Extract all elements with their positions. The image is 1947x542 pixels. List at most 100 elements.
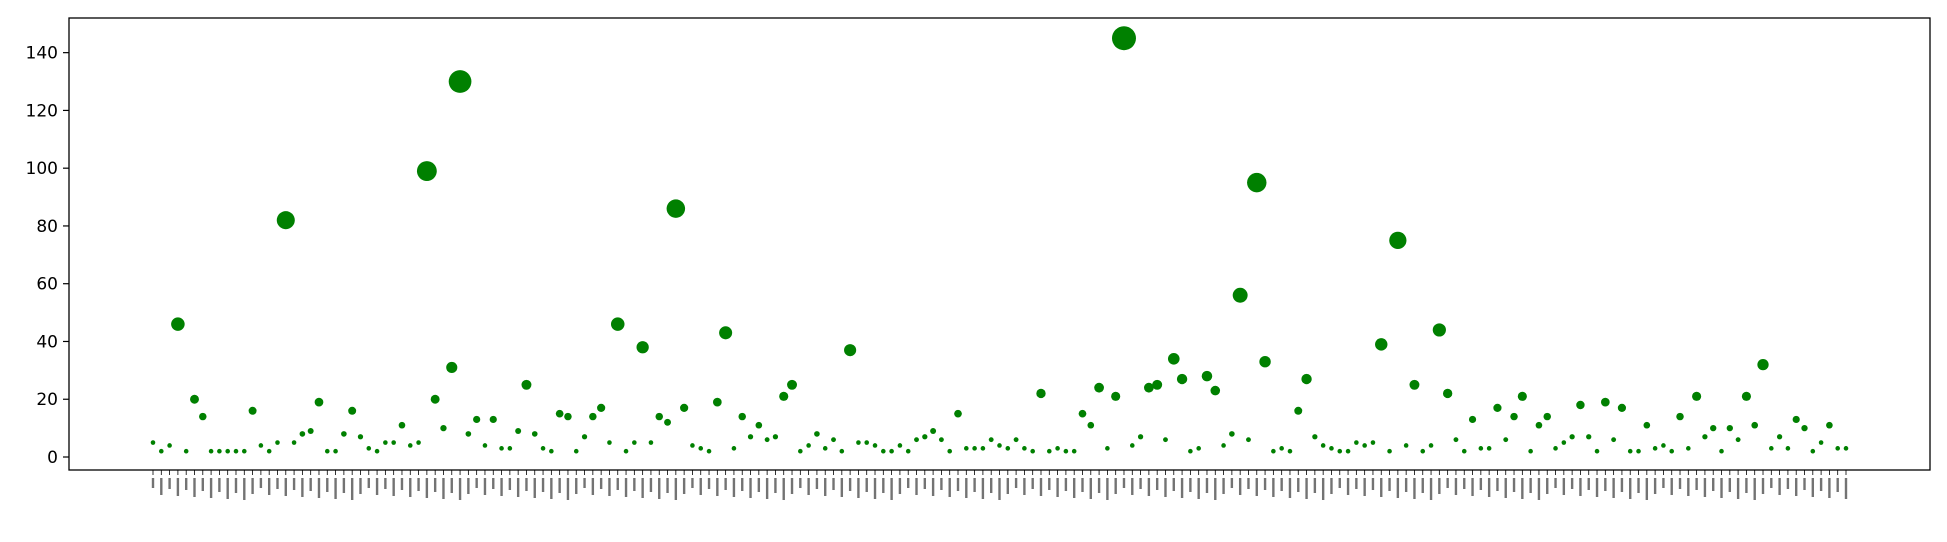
x-tick-label bbox=[575, 478, 578, 494]
x-tick-label bbox=[1122, 478, 1126, 488]
data-point bbox=[465, 431, 472, 437]
data-point bbox=[1078, 409, 1087, 418]
x-tick-label bbox=[948, 478, 951, 497]
x-axis bbox=[151, 470, 1848, 500]
x-tick-label bbox=[774, 478, 777, 493]
data-point bbox=[997, 443, 1002, 448]
data-point bbox=[632, 440, 637, 445]
y-tick-label: 140 bbox=[26, 44, 58, 64]
data-point bbox=[1094, 382, 1104, 393]
data-point bbox=[183, 448, 189, 454]
data-point bbox=[448, 70, 472, 93]
data-point bbox=[1741, 391, 1751, 401]
x-tick-label bbox=[608, 478, 611, 496]
data-point bbox=[190, 394, 199, 404]
data-point bbox=[581, 434, 588, 440]
data-point bbox=[1702, 434, 1708, 440]
data-point bbox=[391, 440, 396, 445]
data-point bbox=[275, 440, 280, 445]
x-tick-label bbox=[1214, 478, 1217, 500]
data-point bbox=[1246, 437, 1251, 443]
data-point bbox=[1013, 437, 1019, 443]
x-tick-label bbox=[1288, 478, 1292, 498]
data-point bbox=[1652, 446, 1658, 451]
x-tick-label bbox=[848, 478, 852, 491]
x-tick-label bbox=[599, 478, 603, 489]
data-point bbox=[1152, 379, 1163, 390]
x-tick-label bbox=[1504, 478, 1507, 498]
data-point bbox=[914, 437, 919, 443]
x-tick-label bbox=[243, 478, 246, 500]
data-point bbox=[555, 409, 564, 418]
x-tick-label bbox=[1031, 478, 1034, 489]
data-point bbox=[1478, 446, 1484, 451]
x-tick-label bbox=[334, 478, 337, 499]
data-point bbox=[1301, 373, 1312, 385]
x-tick-label bbox=[1014, 478, 1018, 488]
data-point bbox=[499, 446, 504, 451]
data-point bbox=[698, 446, 704, 451]
x-tick-label bbox=[1562, 478, 1566, 495]
data-point bbox=[1105, 446, 1110, 451]
data-point bbox=[1345, 448, 1351, 454]
x-tick-label bbox=[168, 478, 171, 489]
x-tick-label bbox=[873, 478, 877, 499]
data-point bbox=[706, 448, 712, 454]
data-point bbox=[964, 446, 969, 451]
x-tick-label bbox=[525, 478, 528, 491]
data-point bbox=[1686, 446, 1691, 451]
data-point bbox=[1769, 446, 1774, 451]
x-tick-label bbox=[1629, 478, 1632, 499]
x-tick-label bbox=[234, 478, 238, 493]
x-tick-label bbox=[1778, 478, 1781, 495]
x-tick-label bbox=[1313, 478, 1317, 493]
data-point bbox=[158, 448, 164, 454]
x-tick-label bbox=[1670, 478, 1673, 495]
x-tick-label bbox=[492, 478, 495, 489]
x-tick-label bbox=[1180, 478, 1184, 498]
data-point bbox=[1005, 446, 1011, 451]
data-point bbox=[1636, 448, 1641, 454]
x-tick-label bbox=[724, 478, 727, 490]
data-point bbox=[872, 443, 878, 448]
x-tick-label bbox=[301, 478, 304, 497]
data-point bbox=[374, 448, 380, 454]
x-tick-label bbox=[1637, 478, 1640, 493]
data-point bbox=[324, 448, 330, 454]
x-tick-label bbox=[1355, 478, 1358, 489]
x-tick-label bbox=[1795, 478, 1798, 496]
data-point bbox=[1553, 446, 1558, 451]
data-point bbox=[1801, 424, 1808, 432]
x-tick-label bbox=[1736, 478, 1740, 499]
x-tick-label bbox=[807, 478, 810, 495]
x-tick-label bbox=[1189, 478, 1192, 492]
data-point bbox=[398, 421, 406, 429]
x-tick-label bbox=[1380, 478, 1383, 497]
x-tick-label bbox=[1330, 478, 1333, 494]
data-point bbox=[1370, 440, 1376, 445]
data-point bbox=[1569, 434, 1575, 440]
data-point bbox=[199, 412, 207, 421]
x-tick-label bbox=[1131, 478, 1134, 495]
x-tick-label bbox=[857, 478, 860, 498]
data-point bbox=[1661, 443, 1666, 448]
x-tick-label bbox=[1388, 478, 1391, 491]
x-tick-label bbox=[1048, 478, 1051, 490]
x-tick-label bbox=[309, 478, 312, 491]
x-tick-label bbox=[425, 478, 429, 498]
data-point bbox=[1111, 391, 1121, 401]
data-point bbox=[839, 448, 845, 454]
data-point bbox=[1036, 388, 1046, 399]
data-point bbox=[731, 446, 737, 451]
x-tick-label bbox=[1471, 478, 1474, 496]
data-point bbox=[1354, 440, 1359, 445]
x-tick-label bbox=[591, 478, 595, 495]
data-point bbox=[1163, 437, 1168, 443]
data-point bbox=[712, 397, 722, 407]
x-tick-label bbox=[176, 478, 180, 496]
data-point bbox=[333, 448, 338, 454]
data-point bbox=[680, 403, 689, 413]
x-tick-label bbox=[973, 478, 976, 492]
data-point bbox=[248, 406, 257, 415]
